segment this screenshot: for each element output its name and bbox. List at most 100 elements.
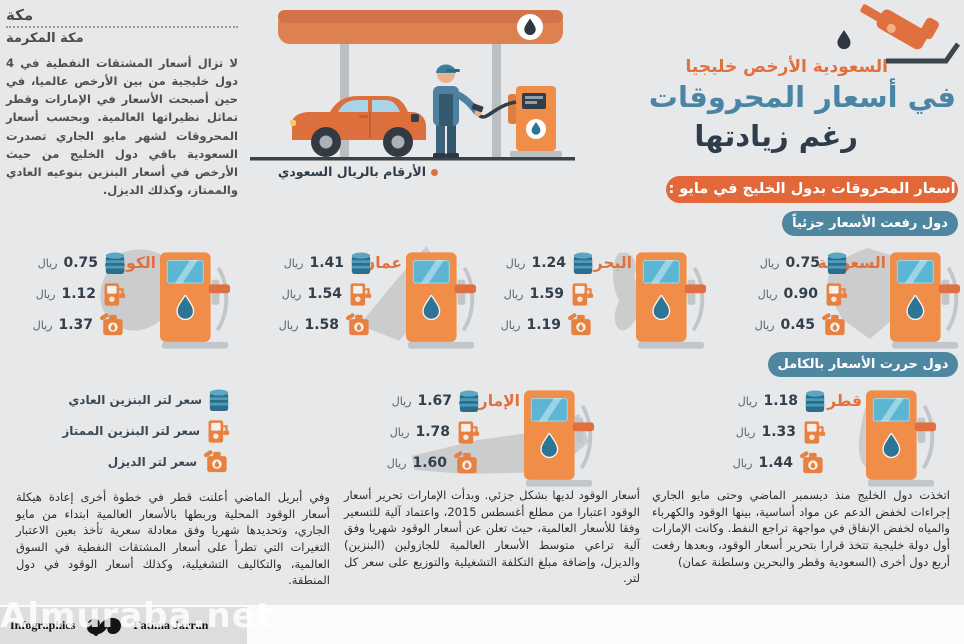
price-row-premium: 1.12 ريال: [4, 281, 126, 307]
mini-pump-icon: [457, 419, 480, 445]
riyal-note: الأرقام بالريال السعودي: [248, 164, 438, 179]
currency-unit: ريال: [386, 456, 407, 470]
credit-author: Fatima Jarran: [133, 618, 209, 632]
editorial-column: مكة مكة المكرمة لا تزال أسعار المشتقات ا…: [6, 6, 238, 199]
watermark: Almuraba.net: [0, 596, 274, 636]
jerrycan-icon: [203, 450, 227, 473]
price-row-regular: 0.75 ريال: [4, 250, 126, 276]
currency-unit: ريال: [500, 318, 521, 332]
footer-logo: [87, 617, 122, 636]
price-row-diesel: 1.58 ريال: [250, 312, 372, 338]
ground-line: [250, 157, 575, 161]
jerrycan-icon: [567, 313, 591, 336]
currency-unit: ريال: [737, 394, 758, 408]
partial-group-pill: دول رفعت الأسعار جزئياً: [782, 211, 958, 236]
currency-unit: ريال: [278, 318, 299, 332]
price-value: 1.60: [412, 455, 447, 471]
fuel-nozzle-icon: [837, 4, 960, 64]
currency-unit: ريال: [505, 256, 526, 270]
barrel-icon: [459, 390, 479, 412]
currency-unit: ريال: [283, 256, 304, 270]
barrel-icon: [573, 252, 593, 274]
price-value: 1.37: [58, 317, 93, 333]
price-row-regular: 0.75 ريال: [726, 250, 848, 276]
jerrycan-icon: [821, 313, 845, 336]
country-card-oman: عمان 1.41 ريال 1.54 ريال 1.58 ريال: [248, 246, 478, 352]
price-value: 0.45: [780, 317, 815, 333]
price-value: 1.44: [758, 455, 793, 471]
legend-item-premium: سعر لتر البنزين الممتاز: [24, 418, 230, 444]
station-scene-illustration: [250, 10, 575, 161]
fuel-pump-illustration: [636, 250, 708, 350]
mini-pump-icon: [349, 281, 372, 307]
price-row-regular: 1.41 ريال: [250, 250, 372, 276]
mini-pump-icon: [103, 281, 126, 307]
bullet-dot-icon: [431, 169, 438, 176]
country-card-uae: الإمارات 1.67 ريال 1.78 ريال 1.60 ريال: [356, 386, 596, 490]
price-row-diesel: 1.44 ريال: [704, 450, 826, 476]
price-row-regular: 1.24 ريال: [472, 250, 594, 276]
jerrycan-icon: [799, 451, 823, 474]
price-value: 1.54: [307, 286, 342, 302]
price-row-regular: 1.18 ريال: [704, 388, 826, 414]
currency-unit: ريال: [503, 287, 524, 301]
price-value: 1.18: [763, 393, 798, 409]
currency-unit: ريال: [754, 318, 775, 332]
country-card-bahrain: البحرين 1.24 ريال 1.59 ريال 1.19 ريال: [470, 248, 708, 352]
scene-fuel-pump: [476, 86, 562, 157]
car-illustration: [290, 96, 426, 157]
price-value: 1.59: [529, 286, 564, 302]
headline-sub: رغم زيادتها: [694, 119, 858, 153]
price-value: 1.67: [417, 393, 452, 409]
barrel-icon: [209, 389, 229, 411]
price-value: 1.24: [531, 255, 566, 271]
price-value: 1.33: [761, 424, 796, 440]
legend: سعر لتر البنزين العادي سعر لتر البنزين ا…: [24, 388, 230, 481]
currency-unit: ريال: [281, 287, 302, 301]
price-row-premium: 0.90 ريال: [726, 281, 848, 307]
country-name: عمان: [361, 254, 402, 272]
price-value: 1.41: [309, 255, 344, 271]
masthead-subtitle: مكة المكرمة: [6, 31, 84, 46]
country-card-saudi: السعودية 0.75 ريال 0.90 ريال 0.45 ريال: [724, 247, 962, 352]
currency-unit: ريال: [757, 287, 778, 301]
barrel-icon: [105, 252, 125, 274]
price-row-diesel: 0.45 ريال: [726, 312, 848, 338]
price-row-premium: 1.59 ريال: [472, 281, 594, 307]
mini-pump-icon: [803, 419, 826, 445]
fuel-pump-illustration: [406, 250, 478, 350]
price-value: 0.75: [785, 255, 820, 271]
main-banner: اسعار المحروقات بدول الخليج في مايو :: [666, 176, 958, 203]
legend-item-diesel: سعر لتر الديزل: [24, 450, 230, 474]
fuel-pump-illustration: [524, 388, 596, 488]
price-value: 1.58: [304, 317, 339, 333]
price-row-regular: 1.67 ريال: [358, 388, 480, 414]
currency-unit: ريال: [35, 287, 56, 301]
paragraph-right: اتخذت دول الخليج منذ ديسمبر الماضي وحتى …: [652, 488, 950, 569]
price-value: 0.90: [783, 286, 818, 302]
price-row-diesel: 1.60 ريال: [358, 450, 480, 476]
price-row-premium: 1.54 ريال: [250, 281, 372, 307]
barrel-icon: [827, 252, 847, 274]
price-value: 0.75: [63, 255, 98, 271]
footer-credits-bar: Infographics Fatima Jarran: [0, 607, 247, 644]
fuel-pump-illustration: [866, 388, 938, 488]
barrel-icon: [351, 252, 371, 274]
jerrycan-icon: [99, 313, 123, 336]
currency-unit: ريال: [732, 456, 753, 470]
masthead-divider: [6, 26, 238, 28]
price-row-diesel: 1.19 ريال: [472, 312, 594, 338]
jerrycan-icon: [453, 451, 477, 474]
legend-item-regular: سعر لتر البنزين العادي: [24, 388, 230, 412]
country-card-kuwait: الكويت 0.75 ريال 1.12 ريال 1.37 ريال: [2, 248, 232, 352]
attendant-figure: [433, 64, 484, 158]
price-row-premium: 1.78 ريال: [358, 419, 480, 445]
mini-pump-icon: [825, 281, 848, 307]
masthead-brand: مكة: [6, 6, 34, 24]
price-row-diesel: 1.37 ريال: [4, 312, 126, 338]
price-value: 1.78: [415, 424, 450, 440]
country-card-qatar: قطر 1.18 ريال 1.33 ريال 1.44 ريال: [702, 386, 938, 490]
price-row-premium: 1.33 ريال: [704, 419, 826, 445]
country-name: قطر: [827, 392, 862, 410]
